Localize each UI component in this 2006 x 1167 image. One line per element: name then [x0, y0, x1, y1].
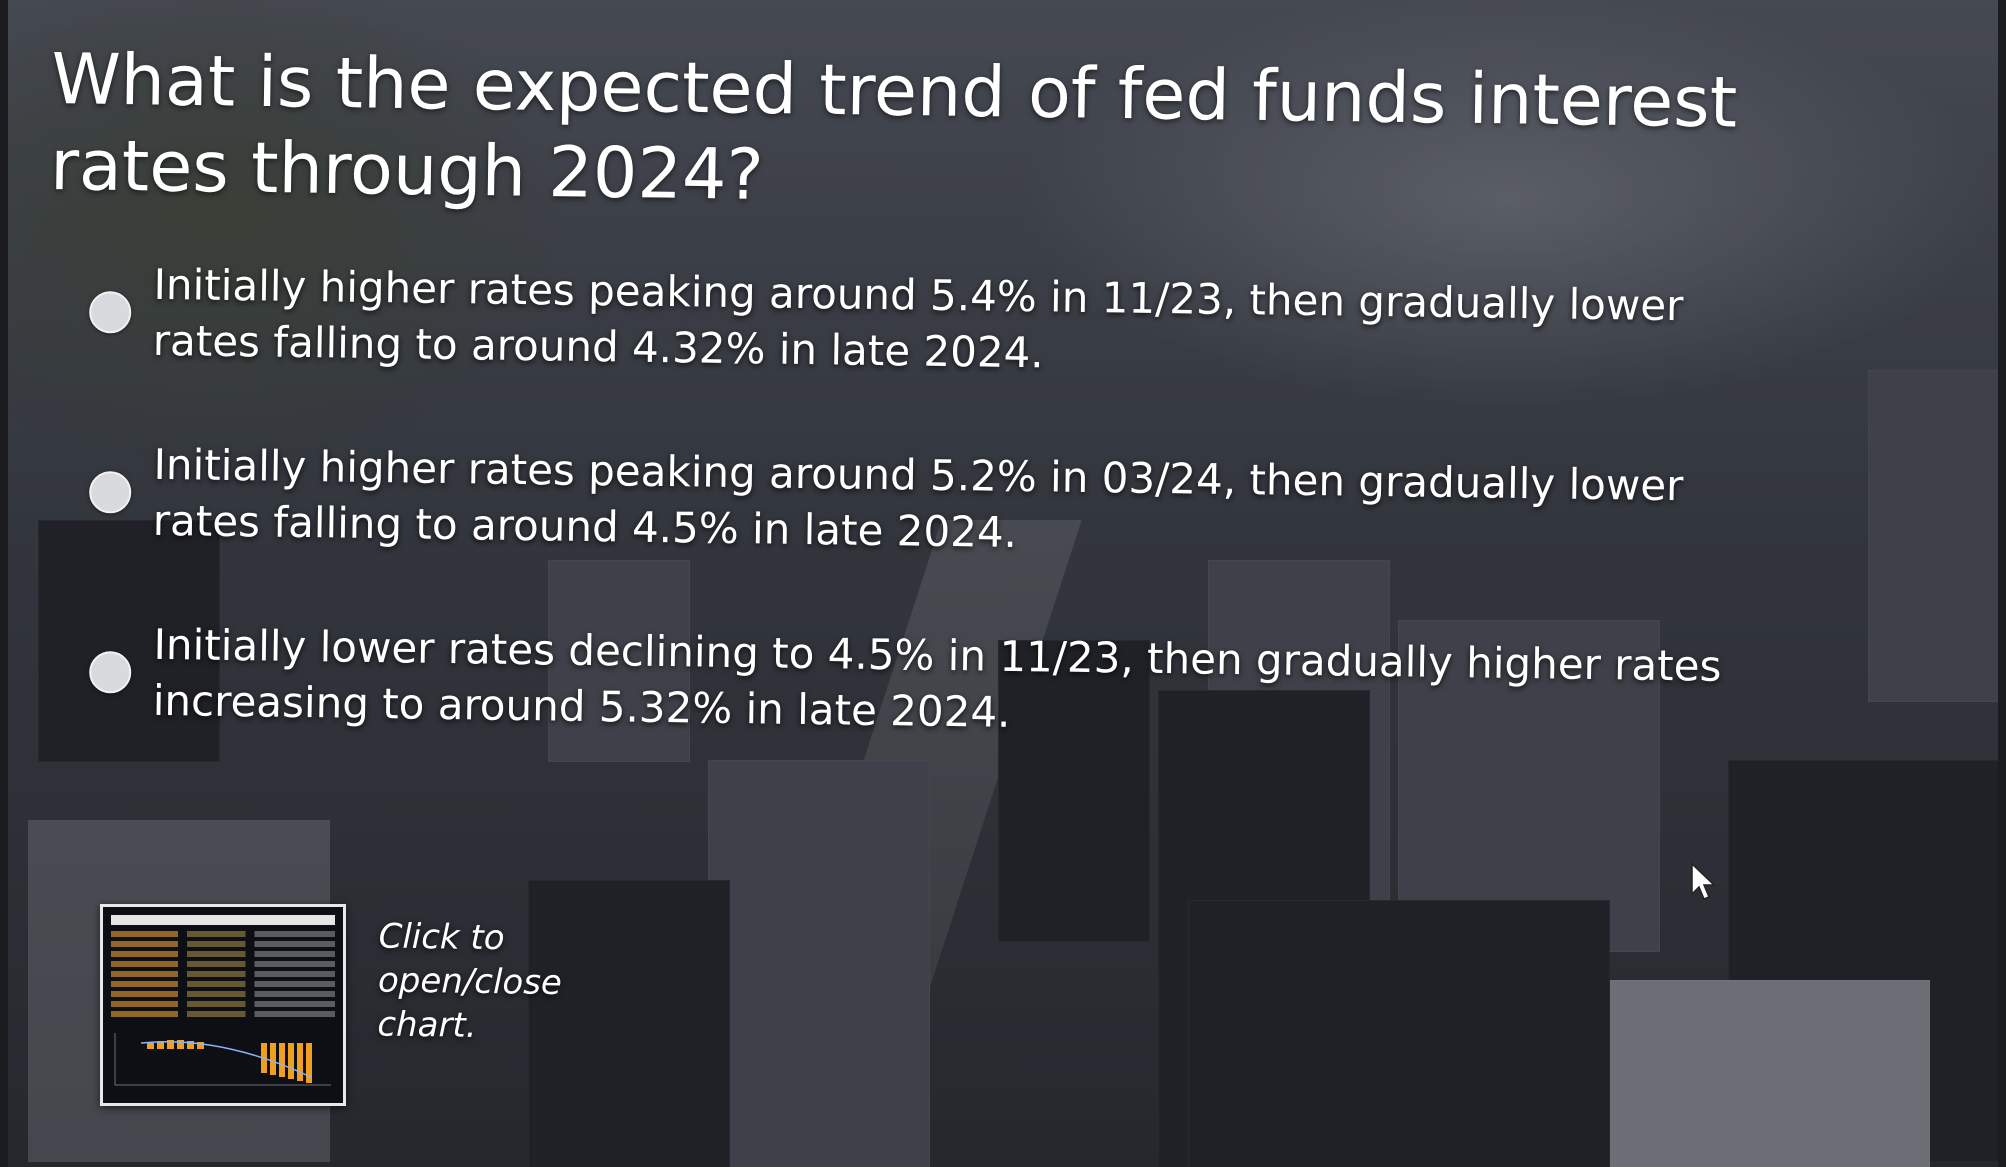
background-building [38, 520, 220, 762]
background-building [548, 560, 690, 762]
radio-button-icon[interactable] [88, 650, 132, 694]
question-title: What is the expected trend of fed funds … [49, 37, 1738, 216]
answer-option-label: Initially higher rates peaking around 5.… [152, 439, 1684, 557]
thumbnail-table-graphic [111, 915, 335, 1035]
background-building [998, 640, 1150, 942]
thumbnail-chart-graphic [114, 1033, 331, 1086]
chart-thumbnail-button[interactable] [100, 904, 346, 1106]
background-building [1398, 620, 1660, 952]
answer-option-label: Initially lower rates declining to 4.5% … [152, 619, 1722, 737]
answer-option-3[interactable]: Initially lower rates declining to 4.5% … [88, 616, 1729, 751]
answer-option-1[interactable]: Initially higher rates peaking around 5.… [88, 256, 1729, 391]
answer-option-label: Initially higher rates peaking around 5.… [152, 259, 1684, 378]
background-building [1868, 370, 1998, 702]
chart-toggle-label[interactable]: Click to open/close chart. [377, 916, 563, 1046]
background-building [708, 760, 930, 1167]
background-building [1188, 900, 1610, 1167]
background-building [528, 880, 730, 1167]
quiz-screen: What is the expected trend of fed funds … [8, 0, 1998, 1167]
answer-option-2[interactable]: Initially higher rates peaking around 5.… [88, 436, 1729, 571]
radio-button-icon[interactable] [88, 290, 132, 334]
radio-button-icon[interactable] [88, 470, 132, 514]
mouse-pointer-icon [1691, 862, 1716, 900]
